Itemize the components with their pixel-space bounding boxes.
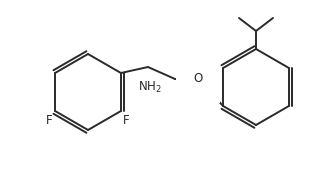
Text: F: F (45, 114, 52, 127)
Text: O: O (194, 73, 203, 85)
Text: NH$_2$: NH$_2$ (138, 80, 162, 95)
Text: F: F (123, 114, 129, 127)
